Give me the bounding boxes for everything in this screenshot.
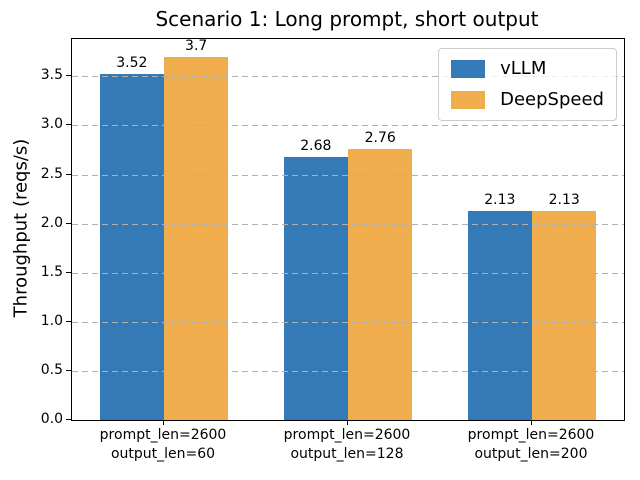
x-tick-label-line: prompt_len=2600 xyxy=(99,427,227,443)
legend-swatch-vllm xyxy=(451,60,486,78)
legend-swatch-deepspeed xyxy=(451,91,486,109)
legend: vLLM DeepSpeed xyxy=(438,48,617,121)
y-tick-mark xyxy=(66,321,71,322)
y-tick-label: 0.0 xyxy=(40,411,63,427)
gridline xyxy=(72,125,624,126)
bar-deepspeed-group3 xyxy=(532,210,597,420)
gridline xyxy=(72,273,624,274)
y-tick-label: 3.5 xyxy=(40,67,63,83)
y-tick-mark xyxy=(66,272,71,273)
y-tick-label: 3.0 xyxy=(40,116,63,132)
gridline xyxy=(72,175,624,176)
y-tick-label: 0.5 xyxy=(40,362,63,378)
y-tick-mark xyxy=(66,370,71,371)
gridline xyxy=(72,322,624,323)
gridline xyxy=(72,224,624,225)
legend-label: DeepSpeed xyxy=(500,89,604,110)
y-tick-label: 1.5 xyxy=(40,264,63,280)
bar-vllm-group3 xyxy=(467,210,532,420)
y-tick-mark xyxy=(66,174,71,175)
bar-deepspeed-group1 xyxy=(164,56,229,420)
bar-value-label: 2.76 xyxy=(364,130,396,146)
bar-value-label: 2.13 xyxy=(484,191,516,208)
bar-vllm-group2 xyxy=(283,156,348,420)
bar-value-label: 3.7 xyxy=(185,37,208,54)
x-tick-label-line: output_len=128 xyxy=(290,446,404,462)
x-tick-mark xyxy=(163,420,164,425)
bar-value-label: 2.13 xyxy=(548,191,580,208)
y-tick-mark xyxy=(66,124,71,125)
y-tick-mark xyxy=(66,223,71,224)
bar-deepspeed-group2 xyxy=(348,149,413,420)
bar-value-label: 2.68 xyxy=(300,137,332,154)
y-tick-label: 2.5 xyxy=(40,166,63,182)
bar-vllm-group1 xyxy=(99,74,164,420)
gridline xyxy=(72,371,624,372)
legend-item-vllm: vLLM xyxy=(451,58,604,80)
y-tick-mark xyxy=(66,419,71,420)
legend-label: vLLM xyxy=(500,58,547,79)
x-tick-label-line: prompt_len=2600 xyxy=(467,427,595,443)
x-tick-label: prompt_len=2600 output_len=200 xyxy=(468,426,595,464)
bar-value-label: 3.52 xyxy=(116,55,148,72)
y-tick-mark xyxy=(66,75,71,76)
legend-item-deepspeed: DeepSpeed xyxy=(451,89,604,111)
x-tick-label: prompt_len=2600 output_len=60 xyxy=(100,426,227,464)
x-tick-mark xyxy=(531,420,532,425)
gridline xyxy=(72,76,624,77)
x-tick-label: prompt_len=2600 output_len=128 xyxy=(284,426,411,464)
x-tick-label-line: output_len=60 xyxy=(110,446,216,462)
x-tick-mark xyxy=(347,420,348,425)
y-tick-label: 2.0 xyxy=(40,215,63,231)
x-tick-label-line: output_len=200 xyxy=(474,446,588,462)
chart-title: Scenario 1: Long prompt, short output xyxy=(155,7,539,31)
y-tick-label: 1.0 xyxy=(40,313,63,329)
plot-area: 3.52 2.68 2.13 3.7 2.76 2.13 vLLM DeepSpeed xyxy=(71,38,625,421)
x-tick-label-line: prompt_len=2600 xyxy=(283,427,411,443)
